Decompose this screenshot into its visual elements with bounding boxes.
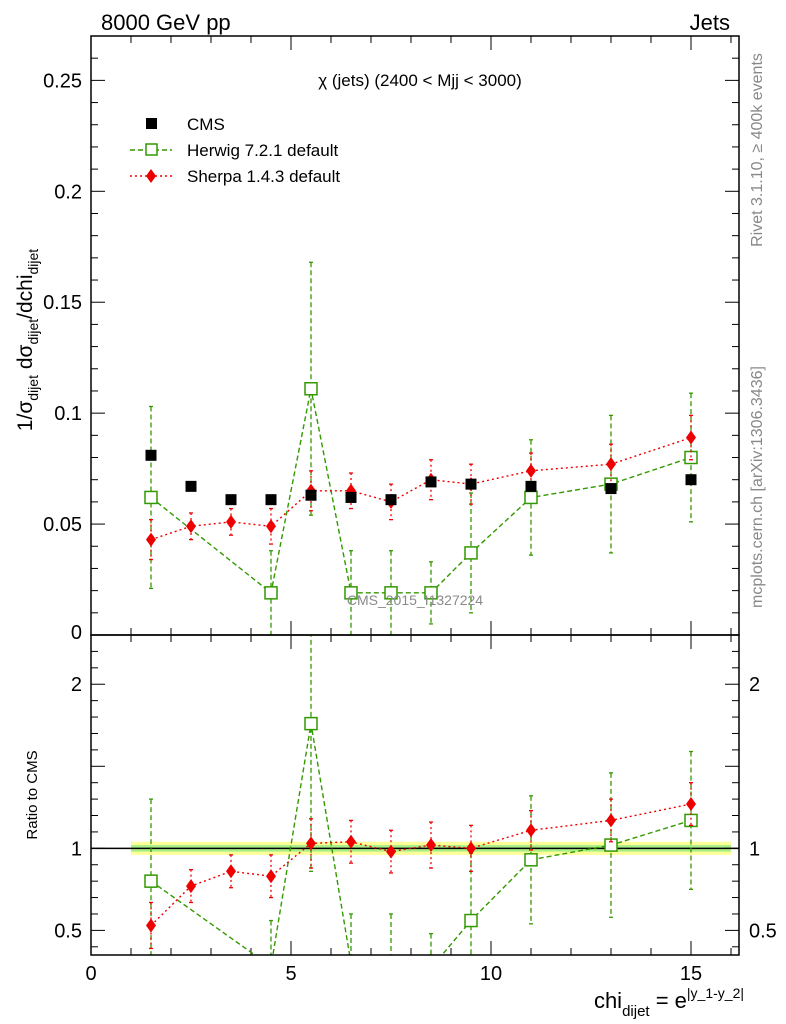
ratio-frame — [90, 634, 740, 956]
cms-point — [185, 480, 197, 492]
sherpa-point — [226, 514, 236, 529]
cms-point — [345, 491, 357, 503]
y-tick-label: 0.25 — [43, 70, 82, 92]
herwig-point — [144, 490, 158, 505]
sherpa-ratio-point — [266, 869, 276, 884]
ratio-y-tick-label: 2 — [71, 674, 82, 696]
sherpa-point — [686, 430, 696, 445]
herwig-ratio-point — [425, 962, 437, 974]
herwig-point — [424, 586, 438, 600]
x-axis-label: chidijet = e|y_1-y_2| — [594, 985, 744, 1020]
cms-point — [225, 494, 237, 506]
y-tick-label: 0.2 — [54, 181, 82, 203]
x-axis-label-sup: |y_1-y_2| — [687, 985, 744, 1001]
sherpa-ratio-point — [146, 918, 156, 933]
watermark: CMS_2015_I1327224 — [347, 592, 483, 608]
herwig-point — [344, 586, 358, 600]
herwig-point — [264, 586, 278, 600]
cms-point — [305, 489, 317, 501]
cms-point — [145, 449, 157, 461]
ratio-y-tick-label-right: 2 — [749, 674, 760, 696]
y-tick-label: 0.1 — [54, 403, 82, 425]
sherpa-ratio-point — [306, 836, 316, 851]
main-data-layer — [144, 261, 698, 635]
x-tick-label: 5 — [285, 963, 296, 985]
x-axis-label-sub: dijet — [622, 1003, 650, 1020]
herwig-ratio-point — [385, 957, 397, 969]
y-axis-label-part3: /dchi — [14, 274, 37, 318]
cms-point — [265, 494, 277, 506]
sherpa-point — [186, 519, 196, 534]
x-axis-label-eq: = e — [650, 988, 687, 1013]
y-axis-label-sub3: dijet — [25, 249, 41, 275]
sherpa-ratio-point — [426, 838, 436, 853]
y-axis-label-part2: dσ — [14, 345, 37, 376]
legend-cms-marker — [146, 118, 157, 129]
herwig-point — [684, 450, 698, 465]
legend-herwig-marker — [145, 143, 158, 156]
sherpa-ratio-point — [186, 879, 196, 894]
herwig-point — [384, 586, 398, 600]
header-right: Jets — [690, 10, 730, 35]
mcplots-label: mcplots.cern.ch [arXiv:1306.3436] — [749, 366, 766, 608]
chart-title: χ (jets) (2400 < Mjj < 3000) — [318, 71, 522, 90]
x-tick-label: 0 — [85, 963, 96, 985]
herwig-point — [524, 490, 538, 505]
ratio-y-tick-label-right: 0.5 — [749, 920, 777, 942]
header-left: 8000 GeV pp — [101, 10, 231, 35]
y-axis-label-sub2: dijet — [25, 319, 41, 345]
herwig-point — [304, 381, 318, 396]
y-tick-label: 0.05 — [43, 514, 82, 536]
y-axis-label: 1/σdijet dσdijet/dchidijet — [14, 249, 41, 431]
legend: CMS Herwig 7.2.1 default Sherpa 1.4.3 de… — [130, 115, 340, 186]
sherpa-point — [146, 532, 156, 547]
cms-point — [465, 478, 477, 490]
legend-sherpa-marker — [146, 169, 156, 183]
cms-point — [685, 474, 697, 486]
sherpa-ratio-line — [150, 803, 692, 926]
herwig-point — [464, 546, 478, 560]
cms-point — [425, 476, 437, 488]
sherpa-ratio-point — [466, 841, 476, 856]
legend-sherpa-label: Sherpa 1.4.3 default — [187, 167, 340, 186]
sherpa-ratio-point — [346, 834, 356, 849]
cms-point — [525, 480, 537, 492]
ratio-y-tick-label: 0.5 — [54, 920, 82, 942]
sherpa-ratio-point — [526, 823, 536, 838]
ratio-y-axis-label: Ratio to CMS — [24, 750, 41, 839]
y-tick-label: 0.15 — [43, 292, 82, 314]
ratio-plot: 0 5 10 15 0.5 0.5 1 1 2 2 — [54, 634, 777, 985]
ratio-y-tick-label: 1 — [71, 838, 82, 860]
ratio-y-tick-label-right: 1 — [749, 838, 760, 860]
herwig-ratio-line — [150, 723, 692, 955]
main-plot: 0.05 0.1 0.15 0.2 0.25 0 — [43, 35, 740, 955]
herwig-ratio-point — [304, 716, 318, 731]
sherpa-line — [150, 436, 692, 541]
sherpa-ratio-point — [386, 844, 396, 859]
herwig-ratio-point — [345, 957, 357, 969]
herwig-line — [150, 388, 692, 595]
sherpa-ratio-point — [686, 797, 696, 812]
herwig-ratio-point — [464, 913, 478, 928]
cms-point — [605, 483, 617, 495]
herwig-ratio-point — [524, 853, 538, 867]
sherpa-point — [606, 457, 616, 472]
legend-herwig-label: Herwig 7.2.1 default — [187, 141, 338, 160]
rivet-label: Rivet 3.1.10, ≥ 400k events — [749, 53, 766, 247]
herwig-ratio-point — [265, 960, 277, 972]
sherpa-point — [526, 463, 536, 478]
x-tick-label: 15 — [680, 963, 702, 985]
legend-cms-label: CMS — [187, 115, 225, 134]
sherpa-ratio-point — [606, 813, 616, 828]
ratio-data-layer — [91, 635, 739, 974]
herwig-ratio-point — [604, 838, 618, 852]
sherpa-ratio-point — [226, 864, 236, 879]
x-tick-label: 10 — [480, 963, 502, 985]
herwig-ratio-point — [144, 874, 158, 888]
y-axis-label-sub1: dijet — [25, 375, 41, 401]
cms-point — [385, 494, 397, 506]
y-tick-label: 0 — [71, 622, 82, 644]
sherpa-point — [266, 519, 276, 534]
